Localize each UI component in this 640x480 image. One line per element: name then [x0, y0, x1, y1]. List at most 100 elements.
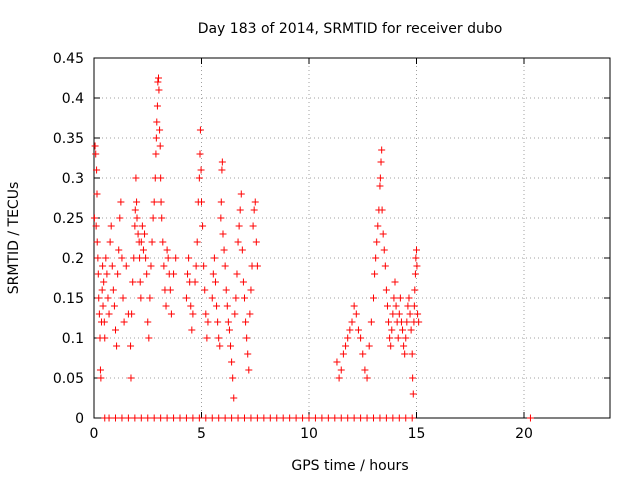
data-point: [155, 74, 162, 82]
data-point: [337, 366, 345, 374]
y-tick-label: 0.05: [53, 371, 84, 387]
data-point: [189, 414, 197, 422]
x-tick-label: 0: [90, 426, 99, 442]
data-point: [299, 414, 307, 422]
data-point: [234, 414, 242, 422]
y-tick-label: 0.1: [62, 331, 84, 347]
data-point: [132, 174, 140, 182]
data-point: [241, 294, 248, 302]
data-point: [337, 414, 345, 422]
data-point: [344, 334, 352, 342]
data-point: [220, 246, 228, 254]
data-point: [122, 262, 130, 270]
data-point: [389, 414, 397, 422]
data-point: [156, 126, 164, 134]
data-point: [241, 414, 248, 422]
data-point: [153, 102, 161, 110]
data-point: [112, 414, 119, 422]
data-point: [377, 158, 385, 166]
data-point: [215, 334, 223, 342]
data-point: [199, 222, 207, 230]
data-point: [172, 254, 180, 262]
data-point: [124, 414, 132, 422]
data-point: [219, 230, 227, 238]
data-point: [96, 366, 104, 374]
data-point: [109, 286, 117, 294]
data-point: [324, 414, 332, 422]
data-point: [144, 318, 152, 326]
data-point: [357, 414, 365, 422]
y-axis-label: SRMTID / TECUs: [6, 182, 22, 295]
data-point: [383, 302, 391, 310]
data-point: [311, 414, 319, 422]
data-point: [379, 230, 387, 238]
data-point: [170, 270, 178, 278]
data-point: [211, 278, 219, 286]
data-point: [227, 342, 235, 350]
data-point: [238, 246, 246, 254]
data-point: [387, 342, 395, 350]
data-point: [408, 414, 416, 422]
data-point: [196, 150, 204, 158]
data-point: [305, 414, 313, 422]
x-tick-label: 20: [515, 426, 533, 442]
data-point: [137, 294, 145, 302]
data-point: [195, 414, 203, 422]
data-point: [92, 150, 100, 158]
data-point: [158, 214, 166, 222]
data-point: [396, 294, 404, 302]
data-point: [100, 278, 108, 286]
data-point: [136, 278, 144, 286]
data-point: [187, 302, 195, 310]
data-point: [100, 318, 108, 326]
data-point: [164, 254, 172, 262]
data-point: [155, 86, 163, 94]
data-point: [232, 294, 240, 302]
data-point: [408, 350, 416, 358]
data-point: [192, 262, 200, 270]
data-point: [401, 350, 409, 358]
data-point: [152, 134, 160, 142]
data-point: [415, 318, 423, 326]
data-point: [144, 414, 152, 422]
data-point: [92, 222, 100, 230]
data-point: [374, 222, 382, 230]
data-point: [103, 270, 111, 278]
data-point: [221, 262, 229, 270]
data-point: [376, 182, 384, 190]
data-point: [413, 262, 421, 270]
data-point: [388, 326, 396, 334]
data-point: [331, 414, 339, 422]
data-point: [118, 414, 126, 422]
data-point: [414, 310, 422, 318]
data-point: [344, 414, 352, 422]
data-point: [244, 350, 252, 358]
data-point: [405, 294, 413, 302]
data-point: [137, 414, 145, 422]
y-tick-label: 0.15: [53, 291, 84, 307]
data-point: [154, 78, 162, 86]
data-point: [279, 414, 287, 422]
data-point: [354, 326, 362, 334]
data-point: [210, 254, 218, 262]
data-point: [119, 294, 127, 302]
data-point: [133, 214, 141, 222]
data-point: [391, 278, 399, 286]
data-point: [166, 286, 174, 294]
chart-title: Day 183 of 2014, SRMTID for receiver dub…: [198, 21, 503, 37]
data-point: [93, 238, 101, 246]
data-point: [137, 238, 145, 246]
data-point: [131, 222, 139, 230]
data-point: [99, 262, 107, 270]
data-point: [208, 294, 216, 302]
data-point: [217, 198, 225, 206]
data-point: [266, 414, 274, 422]
y-tick-label: 0.25: [53, 211, 84, 227]
data-point: [150, 198, 158, 206]
data-point: [193, 238, 201, 246]
data-point: [223, 302, 231, 310]
data-point: [376, 174, 384, 182]
data-point: [370, 414, 377, 422]
data-point: [231, 310, 239, 318]
